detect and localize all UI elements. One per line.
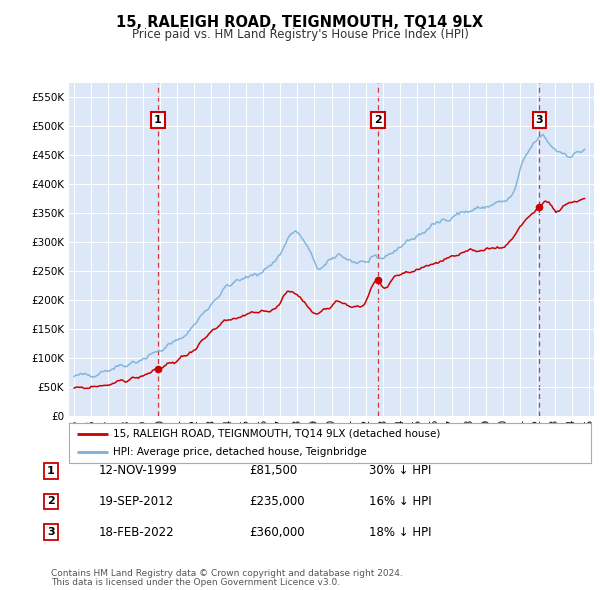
Text: 30% ↓ HPI: 30% ↓ HPI bbox=[369, 464, 431, 477]
Text: £235,000: £235,000 bbox=[249, 495, 305, 508]
Text: 2: 2 bbox=[47, 497, 55, 506]
Text: 1: 1 bbox=[47, 466, 55, 476]
Text: 18% ↓ HPI: 18% ↓ HPI bbox=[369, 526, 431, 539]
Text: 18-FEB-2022: 18-FEB-2022 bbox=[99, 526, 175, 539]
Text: 16% ↓ HPI: 16% ↓ HPI bbox=[369, 495, 431, 508]
Text: HPI: Average price, detached house, Teignbridge: HPI: Average price, detached house, Teig… bbox=[113, 447, 367, 457]
Text: 12-NOV-1999: 12-NOV-1999 bbox=[99, 464, 178, 477]
Text: 15, RALEIGH ROAD, TEIGNMOUTH, TQ14 9LX (detached house): 15, RALEIGH ROAD, TEIGNMOUTH, TQ14 9LX (… bbox=[113, 429, 441, 439]
Text: £360,000: £360,000 bbox=[249, 526, 305, 539]
Text: This data is licensed under the Open Government Licence v3.0.: This data is licensed under the Open Gov… bbox=[51, 578, 340, 587]
Text: 2: 2 bbox=[374, 115, 382, 125]
Text: Price paid vs. HM Land Registry's House Price Index (HPI): Price paid vs. HM Land Registry's House … bbox=[131, 28, 469, 41]
Text: £81,500: £81,500 bbox=[249, 464, 297, 477]
Text: 1: 1 bbox=[154, 115, 161, 125]
Text: 3: 3 bbox=[536, 115, 543, 125]
Text: 19-SEP-2012: 19-SEP-2012 bbox=[99, 495, 174, 508]
Text: 3: 3 bbox=[47, 527, 55, 537]
Text: 15, RALEIGH ROAD, TEIGNMOUTH, TQ14 9LX: 15, RALEIGH ROAD, TEIGNMOUTH, TQ14 9LX bbox=[116, 15, 484, 30]
Text: Contains HM Land Registry data © Crown copyright and database right 2024.: Contains HM Land Registry data © Crown c… bbox=[51, 569, 403, 578]
